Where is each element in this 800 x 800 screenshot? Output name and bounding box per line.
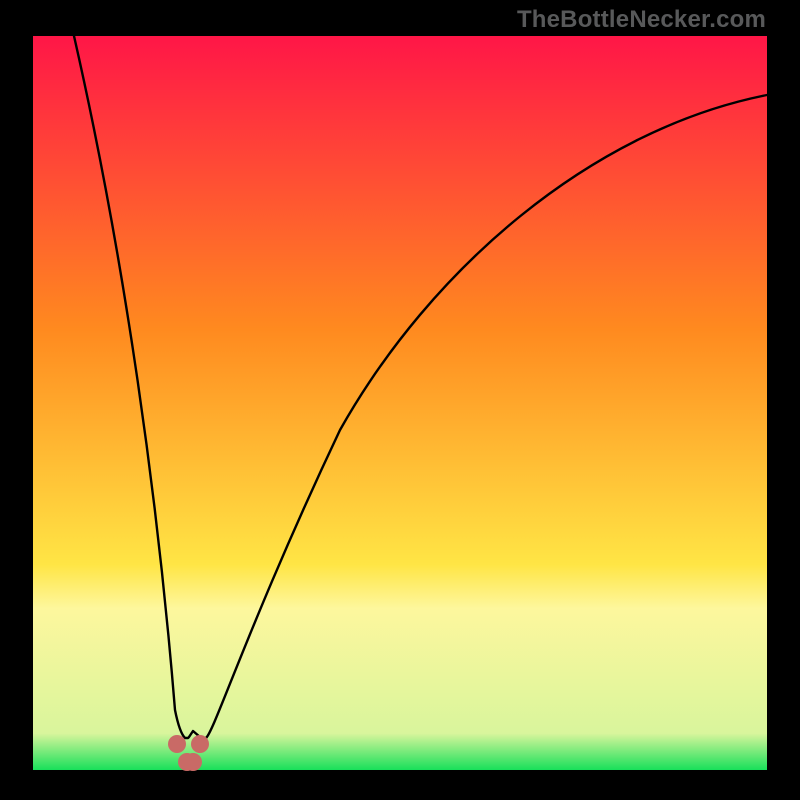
bottleneck-curve xyxy=(0,0,800,800)
marker-dot xyxy=(168,735,186,753)
marker-dot xyxy=(191,735,209,753)
curve-path xyxy=(74,36,767,738)
chart-frame: TheBottleNecker.com xyxy=(0,0,800,800)
marker-dot xyxy=(184,753,202,771)
